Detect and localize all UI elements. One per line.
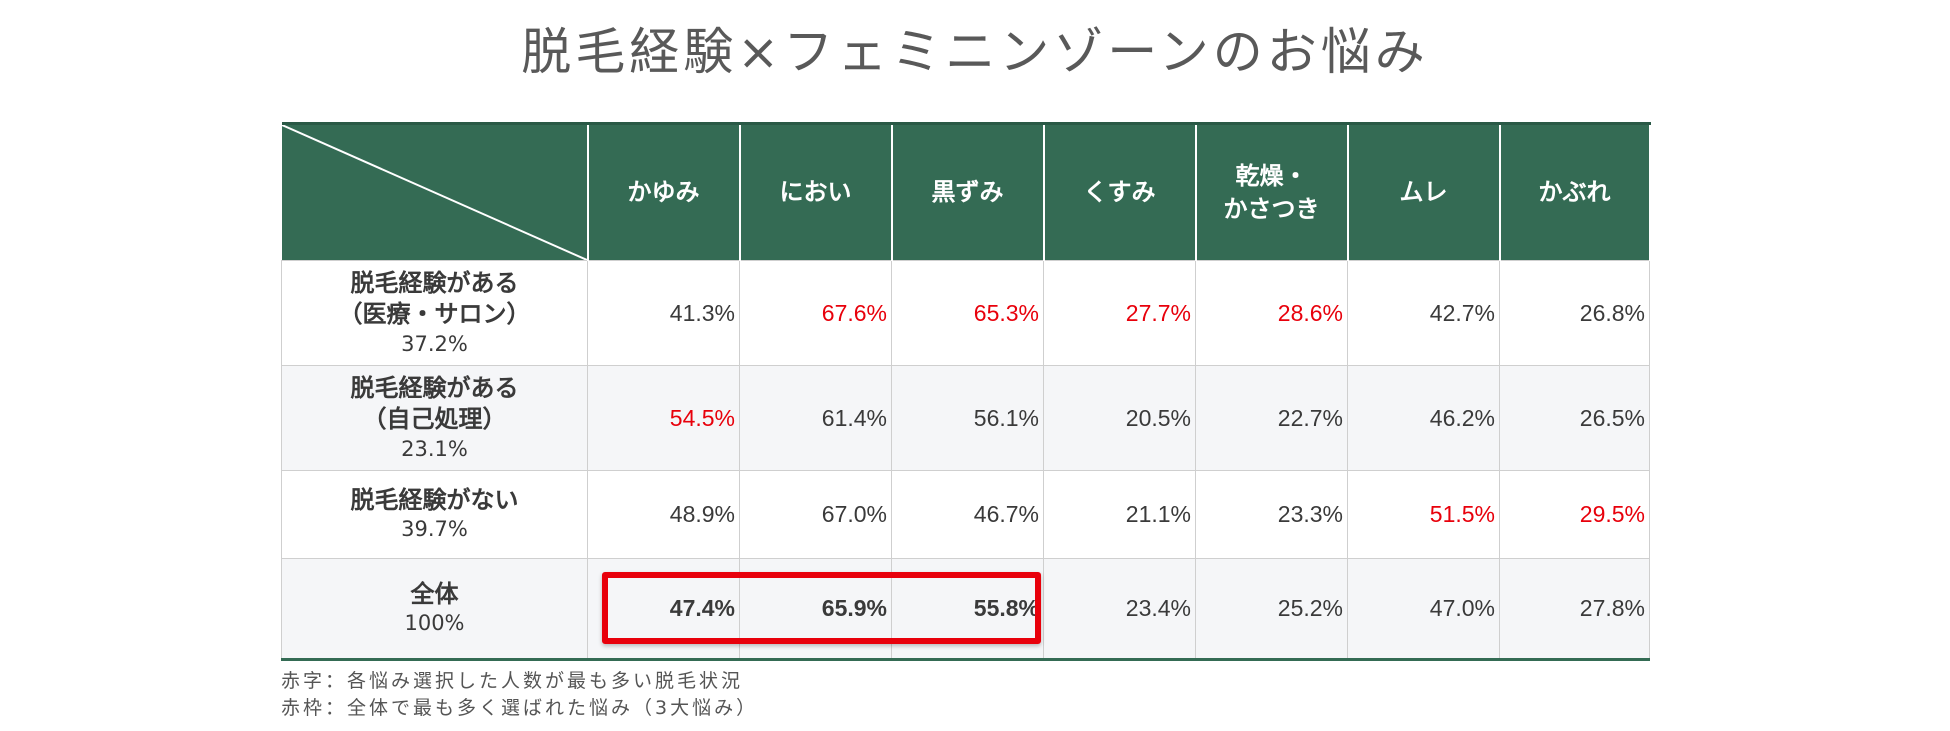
data-cell: 61.4% xyxy=(739,365,892,471)
data-cell: 46.2% xyxy=(1347,365,1500,471)
column-header-text: ムレ xyxy=(1399,178,1448,207)
note-red-text: 赤字：各悩み選択した人数が最も多い脱毛状況 xyxy=(281,670,744,692)
column-header-text: くすみ xyxy=(1083,178,1156,207)
note-red-box: 赤枠：全体で最も多く選ばれた悩み（3大悩み） xyxy=(281,697,759,719)
row-label: （自己処理） xyxy=(362,405,507,434)
column-header: かぶれ xyxy=(1498,122,1651,261)
row-header: 脱毛経験がある （自己処理） 23.1% xyxy=(281,365,588,471)
data-cell: 54.5% xyxy=(587,365,740,471)
data-cell: 28.6% xyxy=(1195,260,1348,366)
row-label: 全体 xyxy=(410,580,459,609)
data-cell: 27.8% xyxy=(1499,558,1650,661)
row-share: 39.7% xyxy=(401,517,468,542)
data-cell: 51.5% xyxy=(1347,470,1500,559)
data-cell: 22.7% xyxy=(1195,365,1348,471)
top3-highlight-box xyxy=(602,572,1041,644)
data-cell: 67.0% xyxy=(739,470,892,559)
data-cell: 20.5% xyxy=(1043,365,1196,471)
column-header-text: かさつき xyxy=(1223,194,1320,223)
data-cell: 26.5% xyxy=(1499,365,1650,471)
row-header: 脱毛経験がある （医療・サロン） 37.2% xyxy=(281,260,588,366)
column-header: 黒ずみ xyxy=(890,122,1045,261)
column-header: におい xyxy=(738,122,893,261)
column-header-text: 乾燥・ xyxy=(1235,162,1308,191)
table-row: 脱毛経験がない 39.7% 48.9% 67.0% 46.7% 21.1% 23.3% 51.… xyxy=(281,470,1650,559)
data-table: かゆみ におい 黒ずみ くすみ 乾燥・ かさつき ムレ かぶれ 脱毛経験がある （医療・サロン）… xyxy=(281,122,1651,661)
column-header: くすみ xyxy=(1042,122,1197,261)
data-cell: 41.3% xyxy=(587,260,740,366)
row-header: 全体 100% xyxy=(281,558,588,661)
table-row: 脱毛経験がある （医療・サロン） 37.2% 41.3% 67.6% 65.3% 27.7%… xyxy=(281,260,1650,366)
header-row: かゆみ におい 黒ずみ くすみ 乾燥・かさつき ムレ かぶれ xyxy=(281,122,1651,261)
column-header: 乾燥・ かさつき xyxy=(1194,122,1349,261)
data-cell: 42.7% xyxy=(1347,260,1500,366)
data-cell: 67.6% xyxy=(739,260,892,366)
row-share: 100% xyxy=(404,611,465,636)
row-label: 脱毛経験がある xyxy=(350,374,519,403)
data-cell: 47.0% xyxy=(1347,558,1500,661)
chart-title: 脱毛経験×フェミニンゾーンのお悩み xyxy=(521,23,1429,81)
data-cell: 46.7% xyxy=(891,470,1044,559)
column-header-text: かゆみ xyxy=(627,178,700,207)
data-cell: 26.8% xyxy=(1499,260,1650,366)
column-header: かゆみ xyxy=(586,122,741,261)
diagonal-line xyxy=(281,125,587,260)
table-row: 脱毛経験がある （自己処理） 23.1% 54.5% 61.4% 56.1% 20.5% 22… xyxy=(281,365,1650,471)
column-header-text: 黒ずみ xyxy=(931,178,1004,207)
row-label: 脱毛経験がある xyxy=(350,269,519,298)
corner-cell xyxy=(281,122,589,261)
data-cell: 21.1% xyxy=(1043,470,1196,559)
data-cell: 48.9% xyxy=(587,470,740,559)
data-cell: 25.2% xyxy=(1195,558,1348,661)
data-cell: 23.4% xyxy=(1043,558,1196,661)
column-header: ムレ xyxy=(1346,122,1501,261)
data-cell: 56.1% xyxy=(891,365,1044,471)
data-cell: 29.5% xyxy=(1499,470,1650,559)
data-cell: 27.7% xyxy=(1043,260,1196,366)
row-label: （医療・サロン） xyxy=(338,300,531,329)
column-header-text: におい xyxy=(779,178,852,207)
row-header: 脱毛経験がない 39.7% xyxy=(281,470,588,559)
data-cell: 23.3% xyxy=(1195,470,1348,559)
data-cell: 65.3% xyxy=(891,260,1044,366)
row-label: 脱毛経験がない xyxy=(350,486,519,515)
column-header-text: かぶれ xyxy=(1538,178,1611,207)
row-share: 37.2% xyxy=(401,331,468,356)
row-share: 23.1% xyxy=(401,436,468,461)
